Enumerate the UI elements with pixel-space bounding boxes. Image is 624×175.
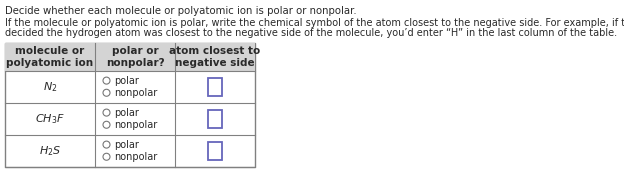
Text: H$_2$S: H$_2$S <box>39 144 61 158</box>
Bar <box>208 142 222 160</box>
Text: CH$_3$F: CH$_3$F <box>35 112 65 126</box>
Text: molecule or
polyatomic ion: molecule or polyatomic ion <box>6 46 94 68</box>
Bar <box>5 43 255 71</box>
Bar <box>208 110 222 128</box>
Text: polar: polar <box>114 108 139 118</box>
Text: N$_2$: N$_2$ <box>42 80 57 94</box>
Text: polar: polar <box>114 140 139 150</box>
Text: Decide whether each molecule or polyatomic ion is polar or nonpolar.: Decide whether each molecule or polyatom… <box>5 6 357 16</box>
Bar <box>5 43 255 167</box>
Text: nonpolar: nonpolar <box>114 152 157 162</box>
Text: nonpolar: nonpolar <box>114 120 157 130</box>
Text: nonpolar: nonpolar <box>114 88 157 98</box>
Text: polar: polar <box>114 76 139 86</box>
Text: If the molecule or polyatomic ion is polar, write the chemical symbol of the ato: If the molecule or polyatomic ion is pol… <box>5 18 624 28</box>
Text: polar or
nonpolar?: polar or nonpolar? <box>105 46 164 68</box>
Text: decided the hydrogen atom was closest to the negative side of the molecule, you’: decided the hydrogen atom was closest to… <box>5 28 617 38</box>
Text: atom closest to
negative side: atom closest to negative side <box>169 46 261 68</box>
Bar <box>208 78 222 96</box>
